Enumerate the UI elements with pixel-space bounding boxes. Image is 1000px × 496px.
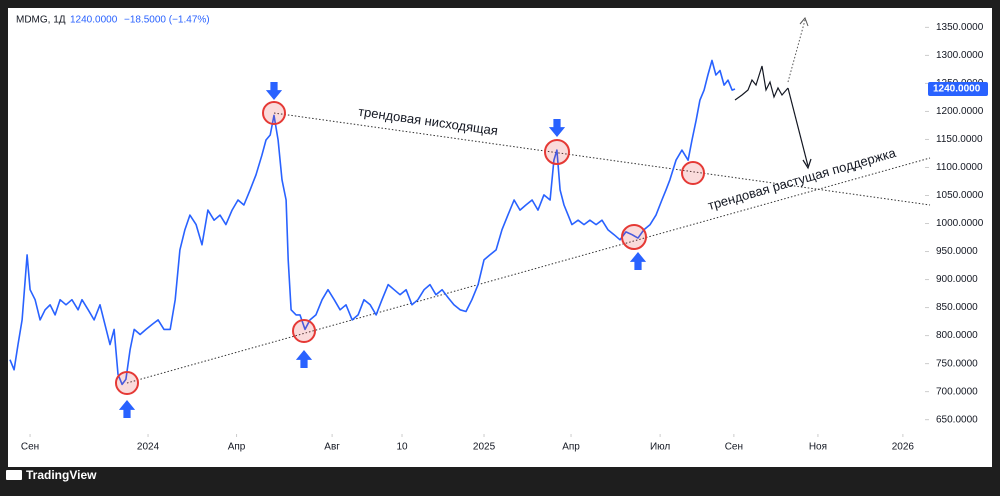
pivot-circle	[115, 371, 139, 395]
x-tick-label: 2024	[137, 442, 160, 453]
pivot-circle	[621, 224, 647, 250]
x-tick-label: Апр	[228, 442, 246, 453]
projection-arrow	[787, 87, 809, 167]
price-badge-label: 1240.0000	[933, 84, 981, 95]
pivot-circle	[262, 101, 286, 125]
x-tick-label: Сен	[21, 442, 39, 453]
x-tick-label: Авг	[324, 442, 340, 453]
price-badge	[928, 82, 988, 97]
x-tick-label: Июл	[650, 442, 670, 453]
y-tick-label: 1200.0000	[936, 106, 984, 117]
y-tick-label: 1050.0000	[936, 190, 984, 201]
x-tick-label: 2026	[892, 442, 915, 453]
y-tick-label: 1350.0000	[936, 22, 984, 33]
y-tick-label: 750.0000	[936, 358, 978, 369]
price-line	[9, 59, 736, 386]
last-price: 1240.0000	[70, 15, 118, 26]
y-tick-label: 650.0000	[936, 414, 978, 425]
brand-logo	[6, 470, 22, 480]
y-tick-label: 950.0000	[936, 246, 978, 257]
y-tick-label: 800.0000	[936, 330, 978, 341]
markers	[115, 82, 705, 418]
x-tick-label: 2025	[473, 442, 496, 453]
y-tick-label: 900.0000	[936, 274, 978, 285]
pivot-circle	[544, 139, 570, 165]
pivot-circle	[292, 319, 316, 343]
pivot-circle	[681, 161, 705, 185]
alt-projection	[787, 19, 806, 83]
y-tick-label: 1000.0000	[936, 218, 984, 229]
arrow-head	[802, 158, 812, 170]
x-tick-label: Сен	[725, 442, 743, 453]
y-tick-label: 850.0000	[936, 302, 978, 313]
symbol: MDMG, 1Д	[16, 15, 66, 26]
y-tick-label: 1100.0000	[936, 162, 983, 173]
y-tick-label: 700.0000	[936, 386, 978, 397]
drawings	[126, 17, 931, 384]
y-tick-label: 1150.0000	[936, 134, 983, 145]
arrow-head	[799, 17, 809, 27]
x-tick-label: Ноя	[809, 442, 827, 453]
projection-path	[734, 65, 789, 101]
price-change: −18.5000 (−1.47%)	[124, 15, 210, 26]
brand: TradingView	[26, 468, 97, 482]
x-tick-label: Апр	[562, 442, 580, 453]
x-tick-label: 10	[396, 442, 408, 453]
support-trendline	[126, 157, 931, 384]
y-tick-label: 1300.0000	[936, 50, 984, 61]
